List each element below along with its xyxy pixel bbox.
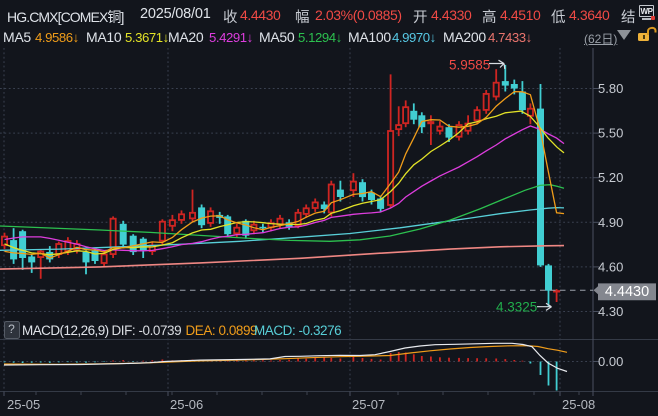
svg-text:5.80: 5.80 bbox=[598, 81, 623, 96]
svg-text:0.00: 0.00 bbox=[598, 354, 623, 369]
svg-text:4.30: 4.30 bbox=[598, 304, 623, 319]
svg-text:4.90: 4.90 bbox=[598, 215, 623, 230]
svg-text:25-07: 25-07 bbox=[352, 397, 385, 412]
svg-text:25-06: 25-06 bbox=[170, 397, 203, 412]
svg-text:25-05: 25-05 bbox=[7, 397, 40, 412]
svg-text:5.20: 5.20 bbox=[598, 170, 623, 185]
svg-text:5.9585: 5.9585 bbox=[449, 58, 490, 73]
svg-text:4.4430: 4.4430 bbox=[605, 284, 649, 300]
svg-text:4.3325: 4.3325 bbox=[496, 300, 537, 315]
svg-text:4.60: 4.60 bbox=[598, 259, 623, 274]
svg-text:5.50: 5.50 bbox=[598, 126, 623, 141]
svg-text:25-08: 25-08 bbox=[562, 397, 595, 412]
